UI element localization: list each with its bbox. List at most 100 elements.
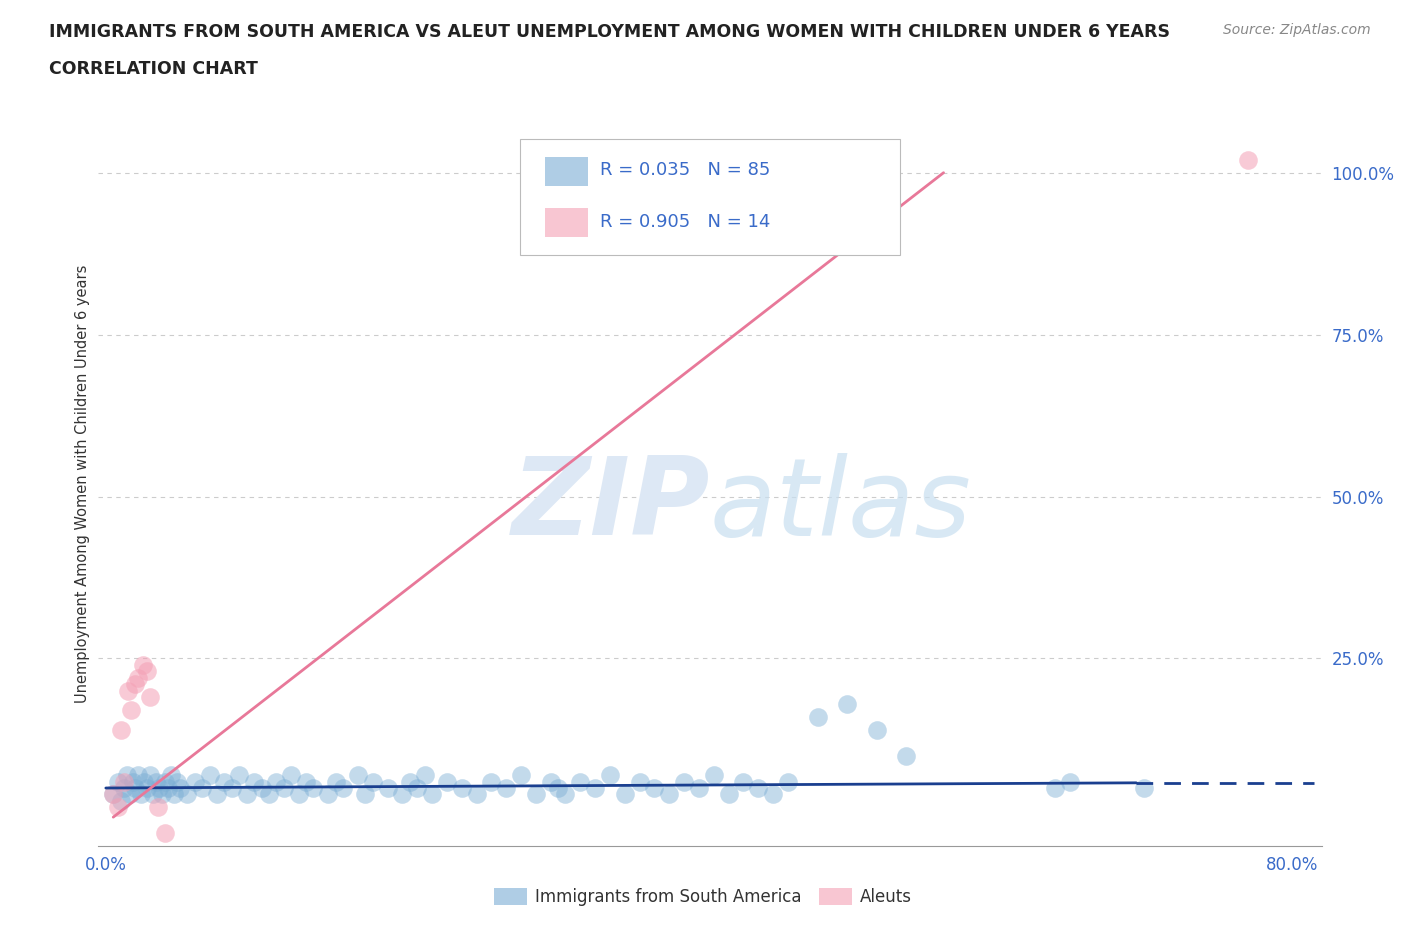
Point	[191, 780, 214, 795]
Point	[118, 787, 141, 802]
Point	[354, 787, 377, 802]
Point	[436, 774, 458, 789]
Point	[613, 787, 636, 802]
Point	[153, 774, 176, 789]
Point	[762, 787, 785, 802]
Point	[302, 780, 325, 795]
Point	[273, 780, 295, 795]
Point	[160, 767, 183, 782]
Point	[127, 671, 149, 685]
Point	[896, 748, 918, 763]
Point	[235, 787, 257, 802]
Text: R = 0.905   N = 14: R = 0.905 N = 14	[600, 214, 770, 232]
Point	[257, 787, 280, 802]
Point	[280, 767, 302, 782]
Point	[136, 780, 159, 795]
Point	[139, 690, 162, 705]
Point	[776, 774, 799, 789]
Point	[110, 793, 132, 808]
Point	[153, 826, 176, 841]
Point	[134, 774, 156, 789]
Point	[554, 787, 576, 802]
Point	[142, 787, 165, 802]
Bar	[546, 208, 588, 237]
Point	[228, 767, 250, 782]
Text: ZIP: ZIP	[512, 452, 710, 558]
Text: atlas: atlas	[710, 453, 972, 558]
Point	[166, 774, 188, 789]
Point	[837, 697, 859, 711]
Point	[148, 780, 170, 795]
Point	[121, 774, 143, 789]
Point	[465, 787, 488, 802]
Point	[115, 767, 138, 782]
Point	[112, 774, 135, 789]
Point	[747, 780, 769, 795]
Point	[124, 677, 146, 692]
Point	[243, 774, 266, 789]
Text: IMMIGRANTS FROM SOUTH AMERICA VS ALEUT UNEMPLOYMENT AMONG WOMEN WITH CHILDREN UN: IMMIGRANTS FROM SOUTH AMERICA VS ALEUT U…	[49, 23, 1170, 41]
Point	[688, 780, 710, 795]
Point	[120, 703, 142, 718]
Point	[150, 787, 173, 802]
Point	[450, 780, 472, 795]
Point	[510, 767, 533, 782]
Point	[540, 774, 562, 789]
Point	[599, 767, 621, 782]
Point	[287, 787, 309, 802]
Point	[127, 767, 149, 782]
Point	[806, 710, 828, 724]
Point	[377, 780, 399, 795]
Point	[1059, 774, 1081, 789]
Point	[295, 774, 318, 789]
Point	[145, 774, 167, 789]
Point	[107, 800, 129, 815]
Point	[658, 787, 681, 802]
Point	[221, 780, 243, 795]
Point	[495, 780, 517, 795]
Point	[112, 780, 135, 795]
Point	[163, 787, 186, 802]
Y-axis label: Unemployment Among Women with Children Under 6 years: Unemployment Among Women with Children U…	[75, 264, 90, 703]
Point	[103, 787, 125, 802]
Legend: Immigrants from South America, Aleuts: Immigrants from South America, Aleuts	[486, 881, 920, 912]
Point	[250, 780, 273, 795]
Point	[107, 774, 129, 789]
Point	[146, 800, 169, 815]
Point	[117, 684, 139, 698]
Point	[569, 774, 592, 789]
Point	[547, 780, 569, 795]
Point	[391, 787, 413, 802]
Point	[643, 780, 665, 795]
Point	[524, 787, 547, 802]
Point	[103, 787, 125, 802]
Point	[1043, 780, 1066, 795]
Point	[169, 780, 191, 795]
Point	[628, 774, 651, 789]
Point	[703, 767, 725, 782]
Text: R = 0.035   N = 85: R = 0.035 N = 85	[600, 161, 770, 179]
Point	[479, 774, 502, 789]
Text: CORRELATION CHART: CORRELATION CHART	[49, 60, 259, 78]
Point	[361, 774, 384, 789]
Text: Source: ZipAtlas.com: Source: ZipAtlas.com	[1223, 23, 1371, 37]
Point	[110, 723, 132, 737]
Point	[420, 787, 443, 802]
Point	[332, 780, 354, 795]
Point	[583, 780, 606, 795]
Bar	[546, 157, 588, 186]
Point	[198, 767, 221, 782]
FancyBboxPatch shape	[520, 139, 900, 255]
Point	[205, 787, 228, 802]
Point	[139, 767, 162, 782]
Point	[673, 774, 696, 789]
Point	[1236, 153, 1258, 167]
Point	[214, 774, 236, 789]
Point	[413, 767, 436, 782]
Point	[132, 658, 155, 672]
Point	[866, 723, 889, 737]
Point	[717, 787, 740, 802]
Point	[184, 774, 207, 789]
Point	[136, 664, 159, 679]
Point	[124, 780, 146, 795]
